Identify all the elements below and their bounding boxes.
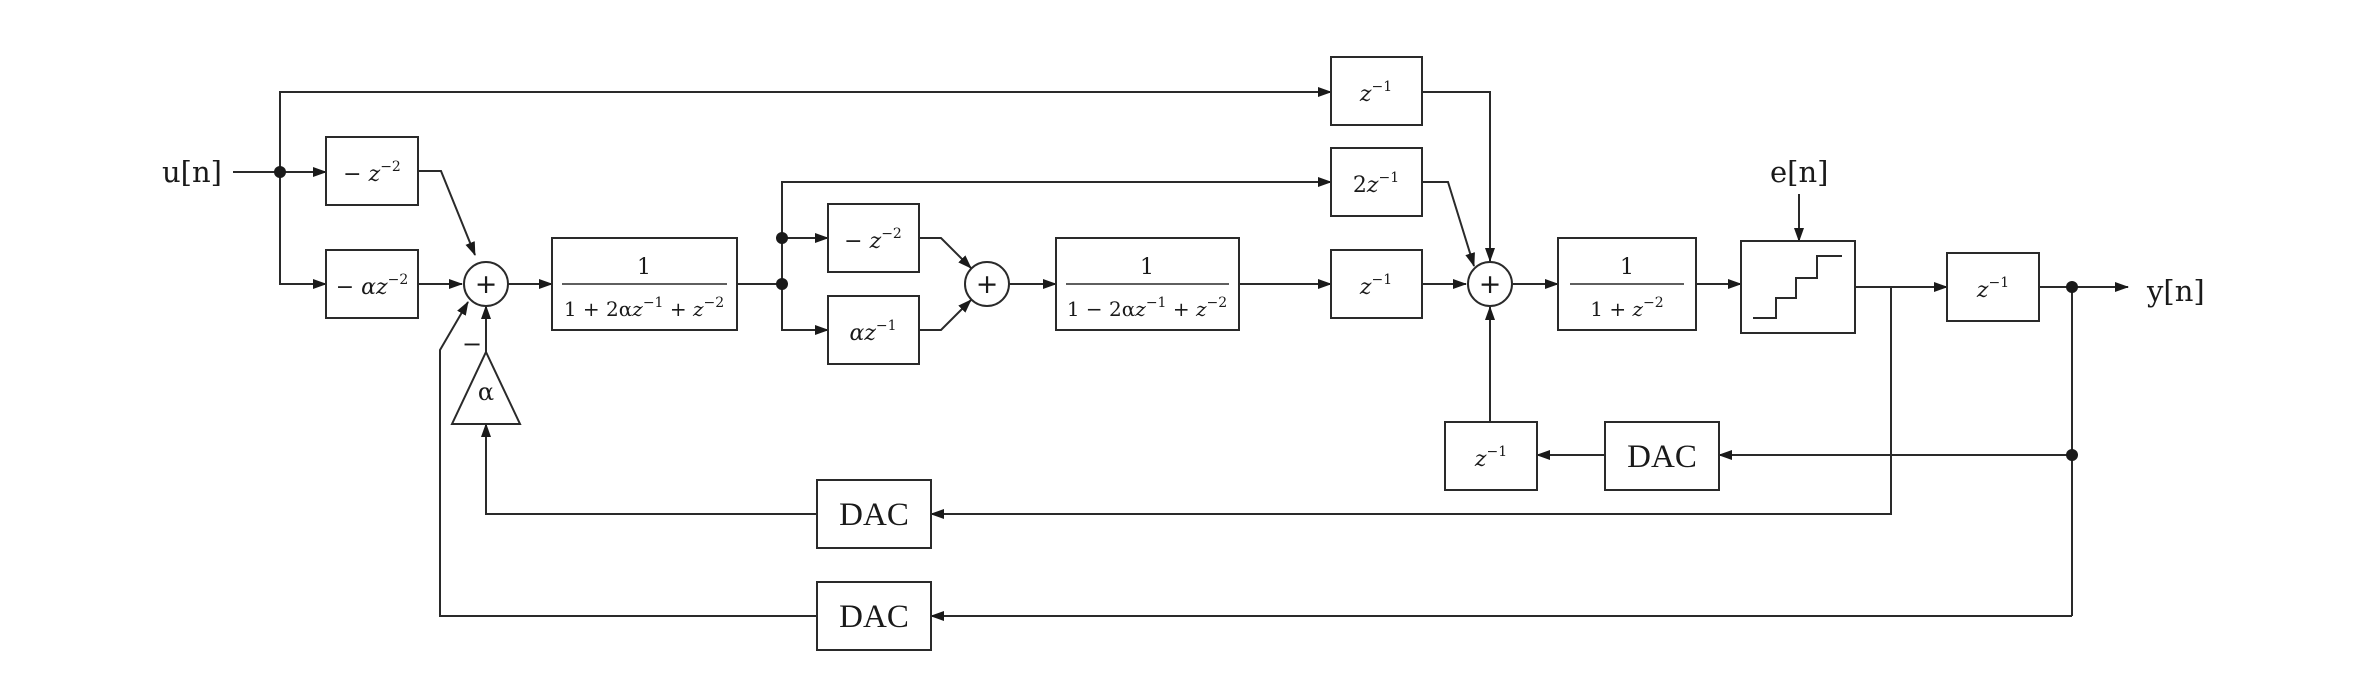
svg-text:αz−1: αz−1 (849, 318, 896, 346)
output-junction (2066, 281, 2078, 293)
svg-text:+: + (1479, 269, 1502, 300)
svg-text:α: α (478, 378, 494, 406)
filter2-block: 1 1 − 2αz−1 + z−2 (1055, 237, 1240, 331)
alpha-gain-triangle: α (450, 349, 522, 425)
filter3-block: 1 1 + z−2 (1557, 237, 1697, 331)
svg-text:1: 1 (637, 255, 651, 280)
dac-right-block: DAC (1604, 421, 1720, 491)
svg-text:2z−1: 2z−1 (1353, 170, 1399, 198)
dac-bottom-block: DAC (816, 581, 932, 651)
svg-text:DAC: DAC (1627, 439, 1697, 475)
sum1-minus-sign: − (462, 330, 482, 358)
svg-text:− αz−2: − αz−2 (336, 272, 409, 300)
filter1-block: 1 1 + 2αz−1 + z−2 (551, 237, 738, 331)
svg-text:z−1: z−1 (1976, 275, 2009, 303)
neg-z2-top-block: − z−2 (325, 136, 419, 206)
input-label: u[n] (162, 155, 222, 189)
two-z1-block: 2z−1 (1330, 147, 1423, 217)
signal-wires (233, 87, 2129, 621)
svg-text:DAC: DAC (839, 497, 909, 533)
svg-text:1 − 2αz−1 + z−2: 1 − 2αz−1 + z−2 (1067, 295, 1227, 321)
neg-alpha-z2-block: − αz−2 (325, 249, 419, 319)
z1-output-block: z−1 (1946, 252, 2040, 322)
svg-text:+: + (475, 269, 498, 300)
svg-text:1 + z−2: 1 + z−2 (1590, 295, 1663, 321)
z1-mid-block: z−1 (1330, 249, 1423, 319)
z1-top-block: z−1 (1330, 56, 1423, 126)
input-junction (274, 166, 286, 178)
svg-text:z−1: z−1 (1474, 444, 1507, 472)
noise-label: e[n] (1770, 155, 1828, 189)
dac-middle-block: DAC (816, 479, 932, 549)
junction-dots (274, 166, 2078, 461)
z1-feedback-block: z−1 (1444, 421, 1538, 491)
svg-text:− z−2: − z−2 (343, 159, 401, 187)
svg-text:1: 1 (1620, 255, 1634, 280)
output-feedback-junction (2066, 449, 2078, 461)
filter1-junction-top (776, 232, 788, 244)
sum-junction-3: + (1467, 261, 1513, 307)
svg-text:1 + 2αz−1 + z−2: 1 + 2αz−1 + z−2 (564, 295, 724, 321)
svg-text:− z−2: − z−2 (844, 226, 902, 254)
sum-junction-2: + (964, 261, 1010, 307)
quantizer-block (1740, 240, 1856, 334)
output-label: y[n] (2146, 274, 2205, 308)
staircase-icon (1753, 255, 1842, 319)
sum-junction-1: + (463, 261, 509, 307)
filter1-junction (776, 278, 788, 290)
svg-text:1: 1 (1140, 255, 1154, 280)
alpha-z1-block: αz−1 (827, 295, 920, 365)
svg-text:z−1: z−1 (1359, 272, 1392, 300)
svg-text:z−1: z−1 (1359, 79, 1392, 107)
svg-text:DAC: DAC (839, 599, 909, 635)
svg-text:+: + (976, 269, 999, 300)
neg-z2-mid-block: − z−2 (827, 203, 920, 273)
